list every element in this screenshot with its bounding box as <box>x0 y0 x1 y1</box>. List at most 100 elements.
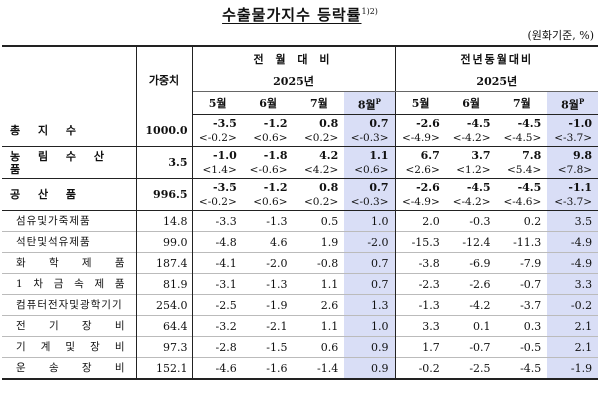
mom-value: -0.8 <box>293 252 345 274</box>
yoy-value: 3.3 <box>547 273 599 295</box>
mom-value: 0.6 <box>293 336 345 358</box>
mom-value: -4.8 <box>192 231 243 253</box>
yoy-sa-value: <-3.7> <box>547 131 599 147</box>
row-weight: 152.1 <box>136 357 193 380</box>
header-mom: 전 월 대 비 <box>192 45 396 71</box>
mom-value: 0.7 <box>344 114 396 131</box>
yoy-value: -4.5 <box>517 116 542 130</box>
table-row: 컴퓨터전자및광학기기 254.0 -2.5 -1.9 2.6 1.3 -1.3 -4.2 -3.… <box>2 294 599 316</box>
mom-value: -1.2 <box>263 116 288 130</box>
row-weight: 64.4 <box>136 315 193 337</box>
yoy-value: -4.5 <box>496 357 548 380</box>
row-name: 농 림 수 산 품 <box>2 146 137 179</box>
yoy-value: -0.7 <box>445 336 497 358</box>
yoy-value: -7.9 <box>496 252 548 274</box>
row-weight: 81.9 <box>136 273 193 295</box>
mom-value: -2.5 <box>192 294 243 316</box>
mom-value: 0.7 <box>344 252 396 274</box>
yoy-value: -0.2 <box>394 357 446 380</box>
yoy-value: 3.7 <box>445 146 497 163</box>
mom-value: 0.9 <box>344 357 396 380</box>
yoy-value: 9.8 <box>547 146 599 163</box>
mom-value: -1.0 <box>192 146 243 163</box>
yoy-value: -0.5 <box>496 336 548 358</box>
mom-sa-value: <4.2> <box>303 164 339 176</box>
header-year-yoy: 2025년 <box>394 71 599 92</box>
row-weight: 99.0 <box>136 231 193 253</box>
mom-value: -4.6 <box>192 357 243 380</box>
mom-sa-value: <-0.2> <box>198 196 237 208</box>
yoy-value: -4.5 <box>466 116 491 130</box>
title-footnote-mark: 1)2) <box>361 7 378 16</box>
mom-month-header: 7월 <box>293 91 345 115</box>
header-year-mom: 2025년 <box>192 71 396 92</box>
yoy-sa-value: <-4.9> <box>394 195 446 211</box>
mom-value: 4.2 <box>293 146 345 163</box>
mom-value: -1.4 <box>293 357 345 380</box>
mom-value: 2.6 <box>293 294 345 316</box>
row-weight: 3.5 <box>136 146 193 179</box>
yoy-month-header: 8월P <box>547 91 599 115</box>
yoy-value: -12.4 <box>445 231 497 253</box>
row-name: 총 지 수 <box>2 114 137 147</box>
row-name: 운 송 장 비 <box>2 357 137 380</box>
yoy-month-header: 6월 <box>445 91 497 115</box>
yoy-value: -2.6 <box>394 114 446 131</box>
mom-value: -1.2 <box>242 178 294 195</box>
header-yoy: 전년동월대비 <box>394 45 599 71</box>
yoy-sa-value: <-4.5> <box>503 132 542 144</box>
yoy-value: -1.9 <box>547 357 599 380</box>
table-row: 석탄및석유제품 99.0 -4.8 4.6 1.9 -2.0 -15.3 -12.4 -11.3… <box>2 231 599 253</box>
yoy-value: 0.2 <box>496 210 548 232</box>
export-price-index-table: 가중치 전 월 대 비 전년동월대비 2025년 2025년 5월 6월 7월 8월P… <box>2 45 599 380</box>
yoy-value: 1.7 <box>394 336 446 358</box>
yoy-value: -15.3 <box>394 231 446 253</box>
yoy-value: 7.8 <box>496 146 548 163</box>
yoy-value: 2.1 <box>547 315 599 337</box>
mom-value: 1.3 <box>344 294 396 316</box>
yoy-value: -4.2 <box>445 294 497 316</box>
table-row-sub: <-0.2> <0.6> <0.2> <-0.3> <-4.9> <-4.2> <-4.5>… <box>2 131 599 147</box>
yoy-sa-value: <-3.7> <box>547 195 599 211</box>
mom-sa-value: <-0.6> <box>249 164 288 176</box>
yoy-value: 2.1 <box>547 336 599 358</box>
yoy-value: -0.7 <box>496 273 548 295</box>
yoy-value: -6.9 <box>445 252 497 274</box>
unit-note: (원화기준, %) <box>527 29 594 42</box>
mom-value: -2.1 <box>242 315 294 337</box>
row-name: 화 학 제 품 <box>2 252 137 274</box>
table-title: 수출물가지수 등락률1)2) <box>222 6 378 24</box>
mom-value: -1.9 <box>242 294 294 316</box>
mom-value: 0.8 <box>319 116 339 130</box>
table-row: 운 송 장 비 152.1 -4.6 -1.6 -1.4 0.9 -0.2 -2.5 -4.5-… <box>2 357 599 380</box>
table-row: 전 기 장 비 64.4 -3.2 -2.1 1.1 1.0 3.3 0.1 0.3 2.1 <box>2 315 599 337</box>
mom-sa-value: <1.4> <box>202 164 237 176</box>
mom-sa-value: <-0.3> <box>344 131 396 147</box>
mom-value: 0.5 <box>293 210 345 232</box>
yoy-value: 0.3 <box>496 315 548 337</box>
row-weight: 1000.0 <box>136 114 193 147</box>
yoy-sa-value: <1.2> <box>456 164 491 176</box>
row-name: 석탄및석유제품 <box>2 231 137 253</box>
mom-value: -1.5 <box>242 336 294 358</box>
mom-value: 1.0 <box>344 210 396 232</box>
mom-sa-value: <-0.3> <box>344 195 396 211</box>
mom-sa-value: <0.6> <box>253 132 288 144</box>
preliminary-mark: P <box>375 96 381 106</box>
yoy-value: -2.6 <box>445 273 497 295</box>
mom-month-header: 6월 <box>242 91 294 115</box>
mom-value: 1.0 <box>344 315 396 337</box>
yoy-value: -4.9 <box>547 252 599 274</box>
yoy-value: -1.0 <box>547 114 599 131</box>
mom-value: -3.5 <box>192 178 243 195</box>
mom-sa-value: <-0.2> <box>198 132 237 144</box>
yoy-sa-value: <-4.2> <box>452 132 491 144</box>
table-row: 섬유및가죽제품 14.8 -3.3 -1.3 0.5 1.0 2.0 -0.3 0.2 3.5 <box>2 210 599 232</box>
row-name: 1 차 금 속 제 품 <box>2 273 137 295</box>
mom-value: -4.1 <box>192 252 243 274</box>
yoy-value: -11.3 <box>496 231 548 253</box>
table-row-sub: <1.4> <-0.6> <4.2> <0.6> <2.6> <1.2> <5.4> <7.8… <box>2 163 599 179</box>
table-row: 농 림 수 산 품 3.5 -1.0 -1.8 4.2 1.1 6.7 3.7 7.8 9.8 <box>2 146 599 179</box>
yoy-month-header: 7월 <box>496 91 548 115</box>
yoy-value: -4.5 <box>445 178 497 195</box>
